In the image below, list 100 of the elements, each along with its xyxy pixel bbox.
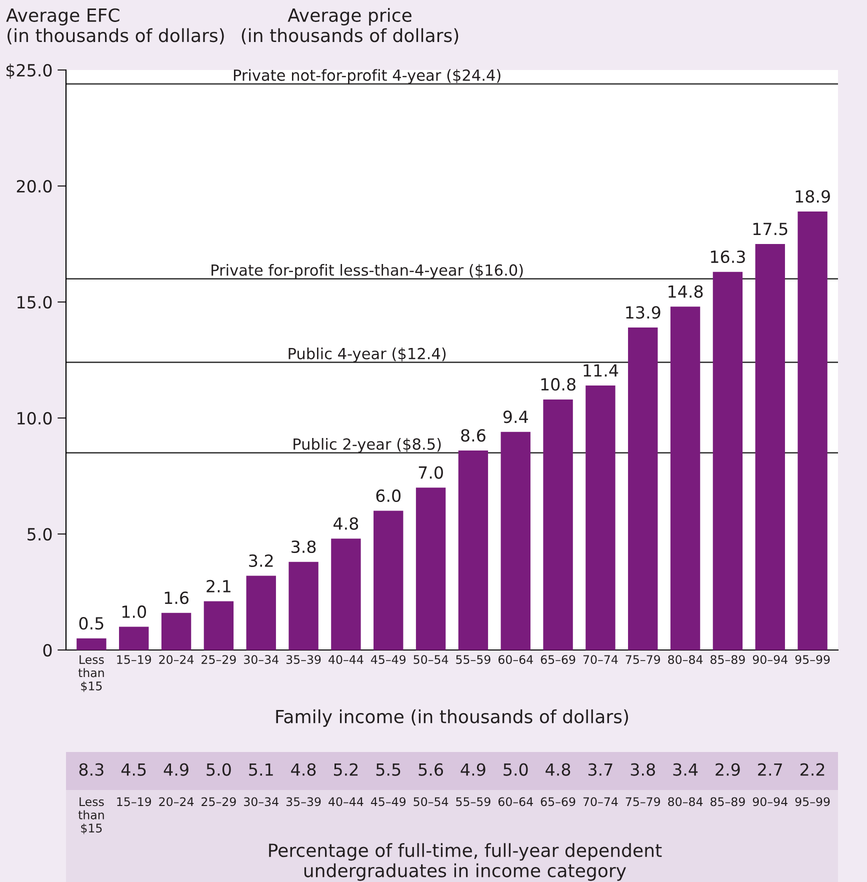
y-tick-label: 20.0	[16, 180, 52, 193]
category-label: 40–44	[328, 797, 364, 806]
category-label: 75–79	[626, 797, 660, 806]
x-tick-label: 85–89	[710, 655, 745, 664]
x-tick-label: 55–59	[456, 655, 490, 664]
data-label: 17.5	[753, 222, 788, 236]
bar	[458, 450, 488, 650]
data-label: 2.1	[206, 580, 230, 592]
x-tick-label: 80–84	[668, 655, 703, 664]
category-label: 85–89	[710, 797, 745, 806]
data-label: 3.8	[292, 540, 316, 554]
data-label: 3.7	[588, 763, 612, 776]
category-label: 35–39	[286, 797, 321, 806]
data-label: 7.0	[418, 466, 443, 479]
data-label: 8.6	[461, 429, 486, 442]
data-label: 4.9	[460, 763, 486, 776]
data-label: 2.9	[716, 763, 740, 776]
bar	[119, 626, 149, 650]
category-label: 50–54	[414, 797, 448, 806]
category-label: 15–19	[117, 797, 152, 806]
bar	[374, 510, 404, 650]
data-label: 6.0	[376, 489, 401, 502]
category-label: 80–84	[668, 797, 703, 806]
data-label: 5.1	[249, 763, 273, 776]
bar	[798, 212, 828, 650]
data-label: 3.8	[630, 763, 655, 776]
data-label: 0.5	[79, 617, 104, 630]
data-label: 13.9	[626, 306, 660, 319]
data-label: 1.6	[164, 591, 188, 604]
category-label: 90–94	[752, 797, 788, 806]
y-tick-label: 5.0	[28, 528, 52, 541]
text: Average price (in thousands of dollars)	[242, 8, 458, 44]
x-tick-label: 40–44	[328, 655, 364, 664]
ref-line-label: Public 4-year ($12.4)	[288, 348, 446, 362]
bar	[246, 576, 276, 650]
y-tick-label: 10.0	[18, 412, 52, 425]
category-label: 45–49	[370, 797, 406, 806]
category-label: 70–74	[583, 797, 618, 806]
data-label: 1.0	[122, 605, 146, 618]
data-label: 4.8	[334, 517, 358, 530]
category-label: Less than $15	[78, 797, 104, 834]
data-label: 4.8	[291, 763, 316, 776]
data-label: 3.4	[673, 763, 698, 776]
bar	[628, 328, 658, 650]
data-label: 11.4	[584, 364, 618, 376]
x-tick-label: 45–49	[370, 655, 406, 664]
ref-line-label: Public 2-year ($8.5)	[294, 438, 441, 453]
data-label: 5.5	[376, 763, 400, 776]
category-label: 65–69	[540, 797, 576, 806]
bar	[670, 306, 700, 650]
data-label: 3.2	[249, 554, 273, 567]
bar	[712, 272, 743, 650]
category-label: 95–99	[795, 797, 830, 806]
x-tick-label: 20–24	[159, 655, 194, 664]
bar	[500, 432, 530, 650]
bar	[288, 562, 318, 650]
data-label: 2.7	[758, 763, 782, 776]
data-label: 4.5	[121, 763, 146, 776]
x-tick-label: 15–19	[117, 655, 152, 664]
text: Percentage of full-time, full-year dependent undergraduates in income category	[269, 843, 662, 881]
x-axis-title: Family income (in thousands of dollars)	[276, 709, 628, 727]
category-label: 30–34	[244, 797, 278, 806]
y-tick-label: 15.0	[18, 296, 52, 309]
data-label: 2.2	[800, 763, 824, 776]
data-label: 5.0	[206, 763, 231, 776]
data-label: 10.8	[541, 378, 576, 391]
data-label: 16.3	[710, 250, 745, 264]
x-tick-label: 50–54	[414, 655, 448, 664]
data-label: 5.2	[334, 763, 358, 776]
category-label: 60–64	[498, 797, 533, 806]
x-tick-label: 70–74	[583, 655, 618, 664]
x-tick-label: Less than $15	[78, 655, 104, 692]
x-tick-label: 30–34	[244, 655, 278, 664]
category-label: 55–59	[456, 797, 490, 806]
data-label: 4.8	[546, 763, 570, 776]
bar	[76, 638, 106, 650]
x-tick-label: 25–29	[202, 655, 236, 664]
data-label: 18.9	[796, 190, 830, 203]
bar	[161, 612, 192, 650]
bar	[755, 244, 785, 650]
data-label: 5.0	[504, 763, 528, 776]
data-label: 14.8	[668, 285, 703, 298]
data-label: 9.4	[503, 410, 528, 424]
x-tick-label: 60–64	[498, 655, 533, 664]
ref-line-label: Private for-profit less-than-4-year ($16.0)	[212, 264, 523, 279]
x-tick-label: 90–94	[752, 655, 788, 664]
category-label: 20–24	[159, 797, 194, 806]
bar	[204, 601, 234, 650]
bar	[331, 538, 361, 650]
x-tick-label: 95–99	[795, 655, 830, 664]
x-tick-label: 75–79	[626, 655, 660, 664]
x-tick-label: 65–69	[540, 655, 576, 664]
x-tick-label: 35–39	[286, 655, 321, 664]
data-label: 5.6	[418, 763, 443, 776]
y-tick-label: $25.0	[6, 64, 52, 79]
bar	[586, 386, 616, 650]
y-tick-label: 0	[43, 644, 52, 657]
y-axis-title: Average EFC (in thousands of dollars)	[6, 8, 224, 44]
data-label: 4.9	[164, 763, 188, 776]
category-label: 25–29	[202, 797, 236, 806]
